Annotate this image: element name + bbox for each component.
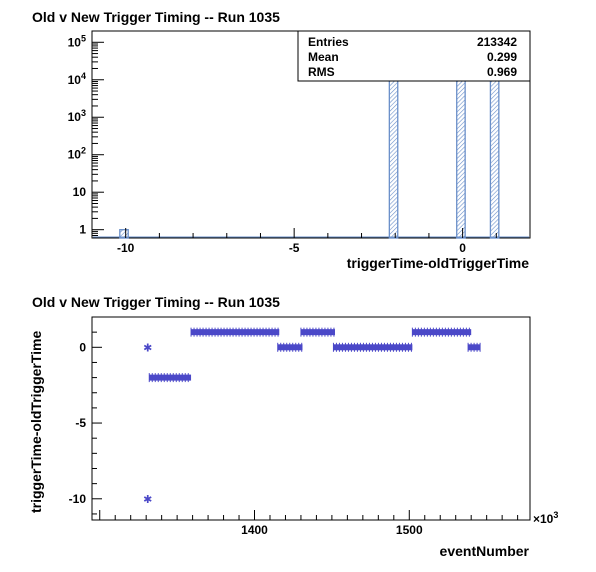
scatter-segment	[191, 329, 280, 336]
scatter-point: ✱	[143, 341, 152, 354]
histogram-y-tick-label: 1	[79, 223, 86, 237]
scatter-y-tick-label: -5	[75, 416, 86, 430]
scatter-x-tick-label: 1400	[241, 523, 268, 537]
scatter-y-tick-label: -10	[69, 492, 87, 506]
histogram-y-tick-label: 102	[68, 146, 86, 162]
histogram-y-tick-label: 105	[68, 33, 86, 49]
scatter-panel: Old v New Trigger Timing -- Run 1035 140…	[28, 294, 558, 559]
stats-value: 213342	[477, 35, 517, 49]
histogram-y-tick-label: 103	[68, 108, 86, 124]
scatter-x-axis-label: eventNumber	[440, 543, 530, 559]
histogram-y-tick-label: 10	[73, 185, 87, 199]
histogram-panel: Old v New Trigger Timing -- Run 1035 -10…	[32, 9, 531, 271]
stats-box: Entries 213342 Mean 0.299 RMS 0.969	[297, 30, 531, 82]
histogram-x-tick-label: 0	[459, 241, 466, 255]
scatter-frame	[91, 316, 531, 521]
scatter-segment	[300, 329, 335, 336]
stats-box-frame	[297, 30, 531, 82]
scatter-y-axis-label: triggerTime-oldTriggerTime	[28, 330, 44, 513]
scatter-point: ✱	[143, 493, 152, 506]
stats-label: Mean	[308, 50, 339, 64]
scatter-plot-area: 1400 1500 -10 -5 0 ✱ ✱	[69, 316, 531, 537]
histogram-bar	[388, 63, 399, 239]
histogram-y-tick-label: 104	[68, 71, 86, 87]
stats-value: 0.299	[487, 50, 517, 64]
histogram-x-tick-label: -5	[289, 241, 300, 255]
histogram-bar	[119, 229, 129, 239]
histogram-x-tick-label: -10	[117, 241, 135, 255]
stats-value: 0.969	[487, 65, 517, 79]
stats-label: Entries	[308, 35, 349, 49]
x-multiplier-label: ×103	[533, 510, 558, 526]
scatter-y-tick-label: 0	[79, 340, 86, 354]
stats-label: RMS	[308, 65, 335, 79]
scatter-title: Old v New Trigger Timing -- Run 1035	[32, 294, 280, 310]
histogram-title: Old v New Trigger Timing -- Run 1035	[32, 9, 280, 25]
histogram-x-axis-label: triggerTime-oldTriggerTime	[347, 255, 530, 271]
scatter-x-tick-label: 1500	[396, 523, 423, 537]
scatter-segment	[412, 329, 472, 336]
